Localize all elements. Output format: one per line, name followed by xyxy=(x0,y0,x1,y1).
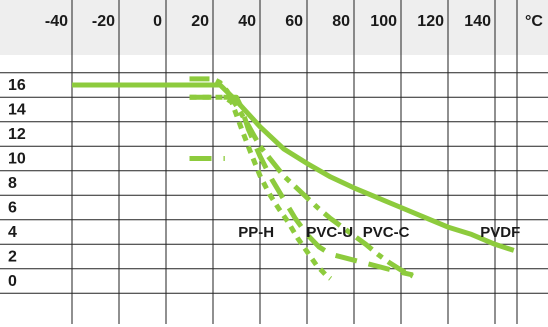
x-tick-label: 100 xyxy=(370,13,397,30)
x-tick-label: -20 xyxy=(92,13,115,30)
y-tick-label: 4 xyxy=(8,224,17,241)
y-tick-label: 14 xyxy=(8,102,26,119)
series-line-pvc-c xyxy=(189,76,414,279)
series-line-pp-h xyxy=(189,94,414,278)
x-tick-labels: -40 -20 0 20 40 60 80 100 120 140 xyxy=(45,13,491,30)
series-label: PVC-C xyxy=(363,224,410,241)
series-label: PP-H xyxy=(238,224,274,241)
x-tick-label: 80 xyxy=(332,13,350,30)
y-tick-label: 0 xyxy=(8,273,17,290)
series-labels: PP-H PVC-U PVC-C PVDF xyxy=(238,224,520,241)
x-tick-label: -40 xyxy=(45,13,68,30)
header-band xyxy=(0,0,548,55)
x-tick-label: 120 xyxy=(417,13,444,30)
series-line-pvc-u xyxy=(189,94,333,281)
x-tick-label: 20 xyxy=(191,13,209,30)
series-label: PVDF xyxy=(480,224,520,241)
x-tick-label: 40 xyxy=(238,13,256,30)
series-lines xyxy=(72,76,515,281)
y-tick-label: 12 xyxy=(8,126,26,143)
x-tick-label: 0 xyxy=(153,13,162,30)
y-tick-label: 16 xyxy=(8,77,26,94)
y-tick-label: 8 xyxy=(8,175,17,192)
y-tick-labels: 16 14 12 10 8 6 4 2 0 xyxy=(8,77,26,290)
x-unit-label: °C xyxy=(525,13,543,30)
y-tick-label: 10 xyxy=(8,151,26,168)
x-tick-label: 140 xyxy=(464,13,491,30)
y-tick-label: 6 xyxy=(8,200,17,217)
y-tick-label: 2 xyxy=(8,249,17,266)
series-label: PVC-U xyxy=(306,224,353,241)
x-tick-label: 60 xyxy=(285,13,303,30)
